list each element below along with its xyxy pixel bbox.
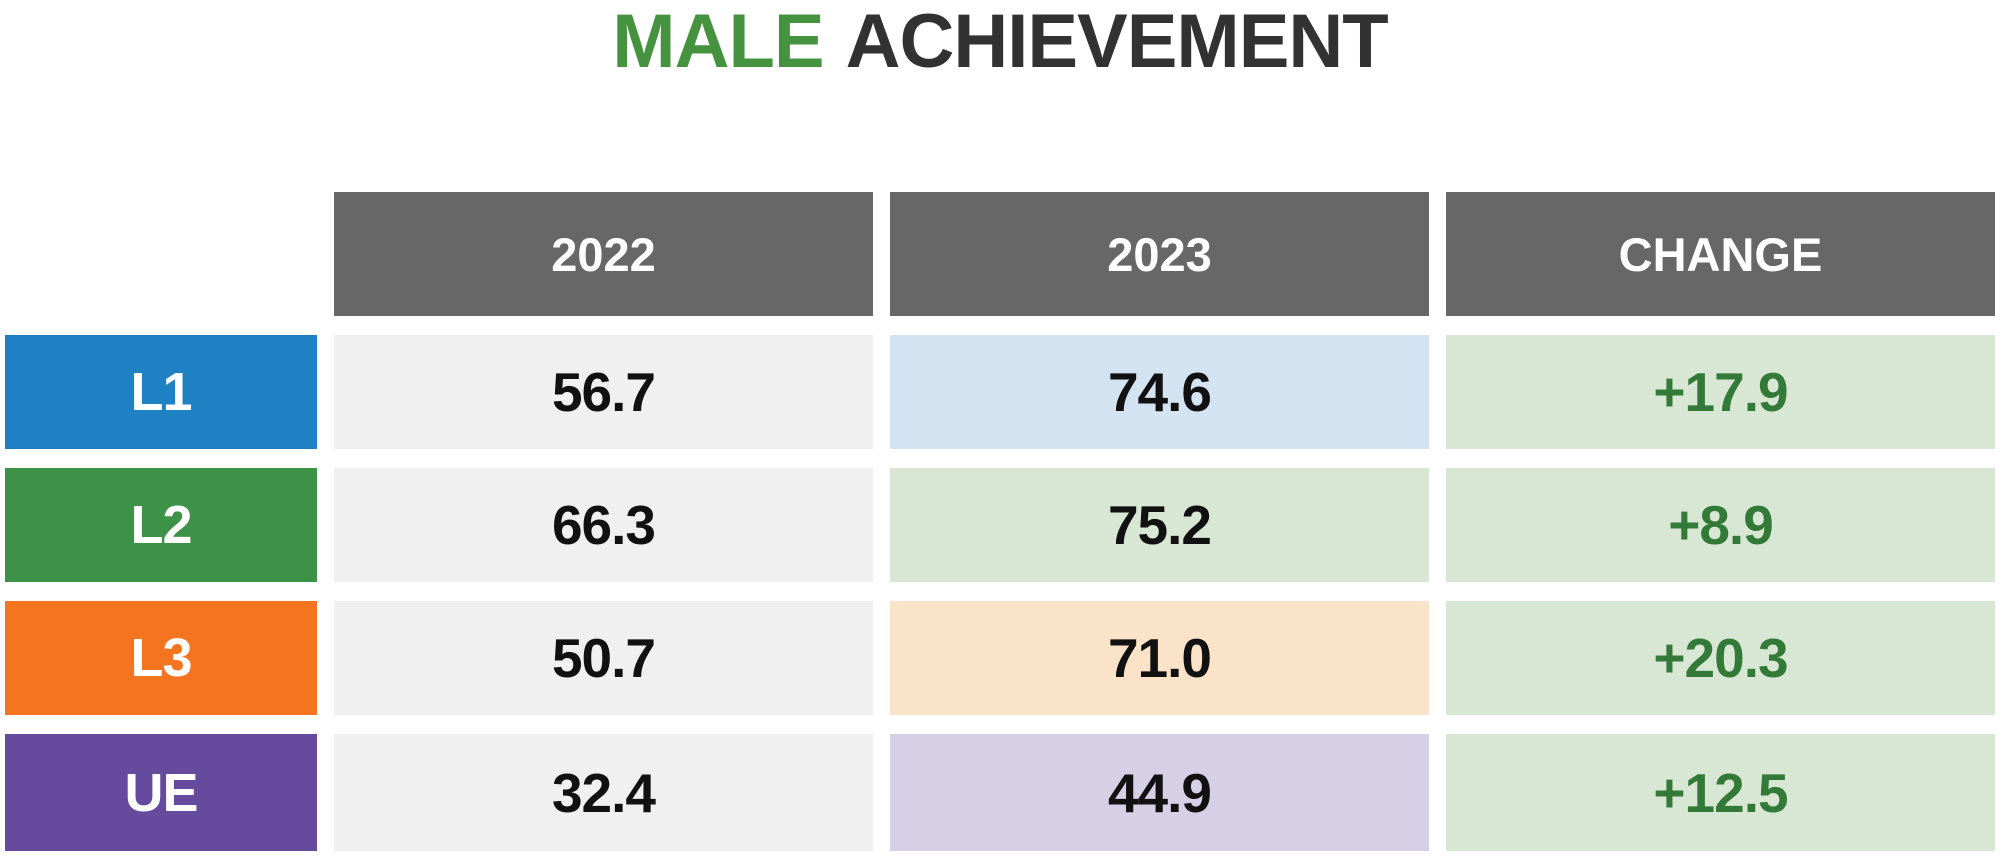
cell-l1-change: +17.9 [1446, 335, 1995, 449]
cell-l2-change: +8.9 [1446, 468, 1995, 582]
cell-l2-2023: 75.2 [890, 468, 1429, 582]
cell-ue-2022: 32.4 [334, 734, 873, 851]
column-header-2022: 2022 [334, 192, 873, 316]
cell-ue-2023: 44.9 [890, 734, 1429, 851]
cell-l1-2023: 74.6 [890, 335, 1429, 449]
cell-l3-2023: 71.0 [890, 601, 1429, 715]
row-header-l1: L1 [5, 335, 317, 449]
cell-l1-2022: 56.7 [334, 335, 873, 449]
title-rest: ACHIEVEMENT [845, 0, 1389, 84]
page-title: MALE ACHIEVEMENT [0, 4, 2000, 80]
row-header-ue: UE [5, 734, 317, 851]
cell-l3-change: +20.3 [1446, 601, 1995, 715]
title-highlight: MALE [612, 0, 824, 84]
cell-l3-2022: 50.7 [334, 601, 873, 715]
cell-l2-2022: 66.3 [334, 468, 873, 582]
corner-spacer [5, 192, 317, 316]
achievement-table: 2022 2023 CHANGE L1 56.7 74.6 +17.9 L2 6… [5, 192, 1995, 851]
column-header-change: CHANGE [1446, 192, 1995, 316]
row-header-l3: L3 [5, 601, 317, 715]
cell-ue-change: +12.5 [1446, 734, 1995, 851]
column-header-2023: 2023 [890, 192, 1429, 316]
row-header-l2: L2 [5, 468, 317, 582]
